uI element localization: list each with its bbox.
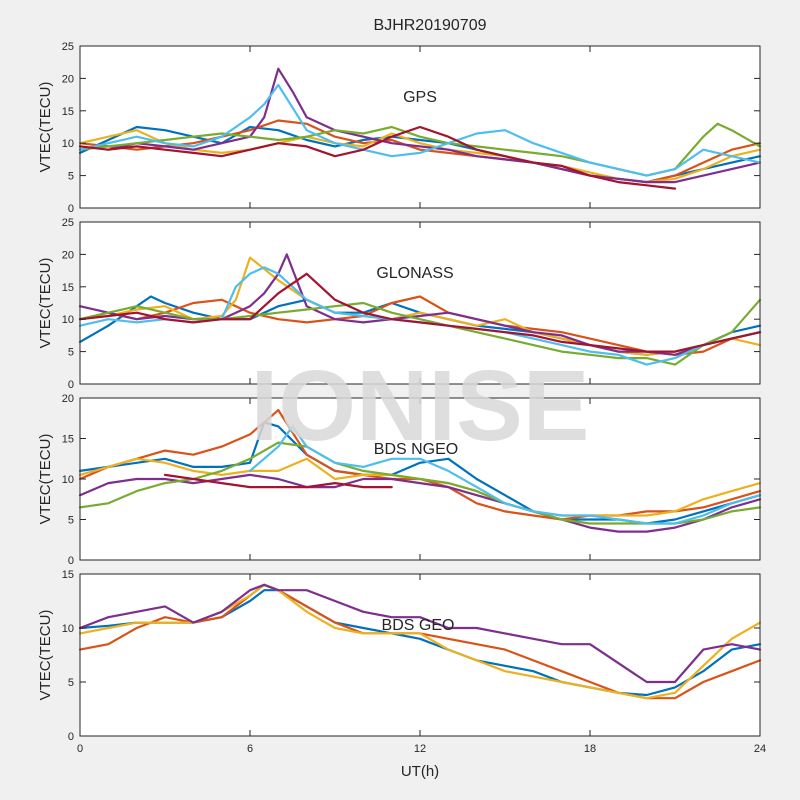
- panel-0: 0 5 10 15 20 25 VTEC(TECU) GPS: [37, 41, 762, 215]
- y-tick-label: 15: [62, 569, 74, 581]
- x-tick-label: 18: [584, 743, 596, 755]
- y-axis-label: VTEC(TECU): [37, 610, 54, 701]
- y-tick-label: 5: [68, 677, 74, 689]
- series-line-6: [78, 272, 762, 353]
- y-tick-label: 20: [62, 249, 74, 261]
- series-line-5: [78, 83, 762, 177]
- y-tick-label: 10: [62, 474, 74, 486]
- plot-area: [80, 574, 760, 736]
- y-tick-label: 20: [62, 73, 74, 85]
- series-line-3: [78, 583, 762, 684]
- y-tick-label: 25: [62, 41, 74, 53]
- series-line-6: [163, 473, 393, 489]
- panel-2: 0 5 10 15 20 VTEC(TECU) BDS NGEO: [37, 393, 762, 567]
- panel-label: BDS NGEO: [374, 441, 458, 458]
- y-tick-label: 15: [62, 434, 74, 446]
- x-axis-label: UT(h): [401, 763, 439, 780]
- x-tick-label: 12: [414, 743, 426, 755]
- y-tick-label: 0: [68, 555, 74, 567]
- series-line-4: [78, 298, 762, 366]
- y-axis-label: VTEC(TECU): [37, 434, 54, 525]
- watermark-text: IONISE: [251, 350, 590, 462]
- y-tick-label: 15: [62, 282, 74, 294]
- y-axis-label: VTEC(TECU): [37, 258, 54, 349]
- panel-label: BDS GEO: [382, 617, 455, 634]
- y-tick-label: 10: [62, 314, 74, 326]
- panel-label: GPS: [403, 89, 437, 106]
- y-tick-label: 10: [62, 623, 74, 635]
- series-line-3: [107, 67, 762, 184]
- panel-1: 0 5 10 15 20 25 VTEC(TECU) GLONASS: [37, 217, 762, 391]
- y-tick-label: 0: [68, 379, 74, 391]
- panel-label: GLONASS: [376, 265, 453, 282]
- y-tick-label: 15: [62, 106, 74, 118]
- panel-3: 0 5 10 15 0 6 12 18 24 VTEC(TECU) BDS GEO: [37, 569, 766, 755]
- y-axis-label: VTEC(TECU): [37, 82, 54, 173]
- panels: 0 5 10 15 20 25 VTEC(TECU) GPS 0 5 10 15 20 25 VTEC(TE…: [37, 41, 766, 755]
- y-tick-label: 5: [68, 347, 74, 359]
- y-tick-label: 25: [62, 217, 74, 229]
- series-line-5: [248, 425, 762, 525]
- series-line-1: [78, 409, 762, 521]
- x-tick-label: 24: [754, 743, 766, 755]
- series-line-6: [78, 125, 677, 190]
- chart-title: BJHR20190709: [374, 17, 487, 34]
- series-line-3: [78, 473, 762, 533]
- y-tick-label: 0: [68, 731, 74, 743]
- x-tick-label: 6: [247, 743, 253, 755]
- y-tick-label: 20: [62, 393, 74, 405]
- y-tick-label: 5: [68, 515, 74, 527]
- y-tick-label: 10: [62, 138, 74, 150]
- x-tick-label: 0: [77, 743, 83, 755]
- y-tick-label: 5: [68, 171, 74, 183]
- y-tick-label: 0: [68, 203, 74, 215]
